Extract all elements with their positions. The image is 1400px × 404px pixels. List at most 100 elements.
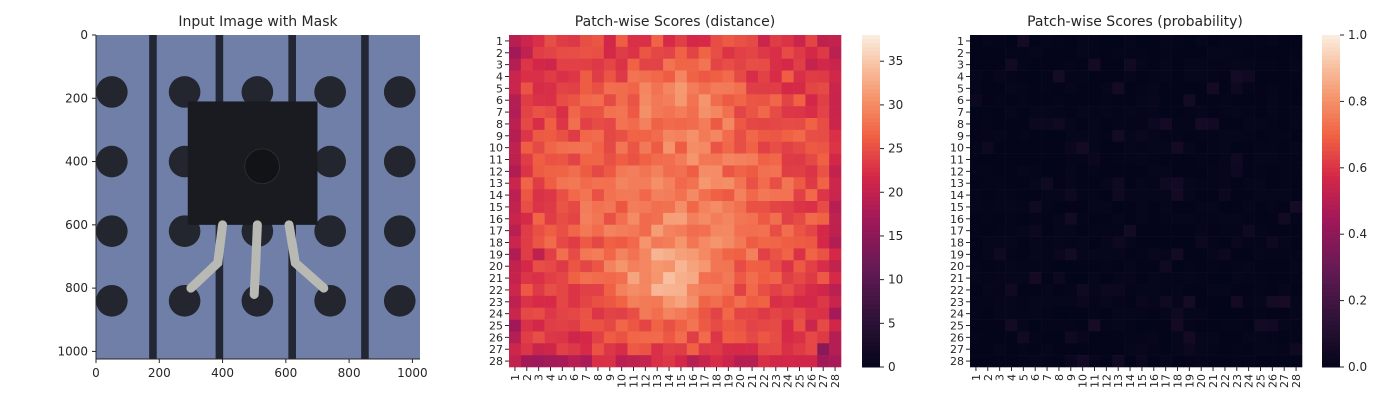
heatmap-cell xyxy=(509,260,522,273)
heatmap-cell xyxy=(509,118,522,131)
heatmap-cell xyxy=(1183,212,1196,226)
heatmap-cell xyxy=(675,355,688,368)
heatmap-cell xyxy=(1041,46,1054,60)
heatmap-cell xyxy=(1029,307,1042,320)
heatmap-row-label: 6 xyxy=(957,94,964,107)
heatmap-cell xyxy=(817,201,830,214)
heatmap-cell xyxy=(981,248,995,261)
heatmap-cell xyxy=(686,212,700,226)
heatmap-cell xyxy=(1171,106,1184,119)
heatmap-row-label: 25 xyxy=(950,320,964,333)
heatmap-cell xyxy=(1100,118,1113,131)
heatmap-cell xyxy=(993,165,1006,178)
heatmap-cell xyxy=(1290,319,1303,332)
heatmap-cell xyxy=(970,343,983,356)
heatmap-cell xyxy=(544,307,557,320)
panel1-x-tick-label: 200 xyxy=(148,366,171,380)
heatmap-cell xyxy=(1159,153,1172,166)
heatmap-cell xyxy=(1112,331,1125,344)
heatmap-cell xyxy=(532,94,545,107)
heatmap-cell xyxy=(698,201,711,214)
heatmap-cell xyxy=(1076,355,1089,368)
heatmap-cell xyxy=(817,272,830,285)
heatmap-cell xyxy=(1171,129,1184,143)
heatmap-cell xyxy=(1124,260,1137,273)
colorbar-segment xyxy=(1322,304,1340,310)
heatmap-cell xyxy=(1230,260,1244,273)
heatmap-row-label: 3 xyxy=(496,59,503,72)
heatmap-cell xyxy=(793,201,806,214)
heatmap-cell xyxy=(592,141,605,154)
heatmap-cell xyxy=(758,153,771,166)
heatmap-cell xyxy=(603,165,617,178)
heatmap-cell xyxy=(1053,177,1066,190)
heatmap-cell xyxy=(829,260,842,273)
heatmap-cell xyxy=(793,212,806,226)
heatmap-cell xyxy=(509,106,522,119)
heatmap-cell xyxy=(1242,177,1255,190)
heatmap-cell xyxy=(1230,141,1244,154)
heatmap-cell xyxy=(1159,307,1172,320)
colorbar-segment xyxy=(1322,292,1340,297)
heatmap-cell xyxy=(1088,201,1101,214)
heatmap-cell xyxy=(1112,106,1125,119)
heatmap-cell xyxy=(1005,153,1018,166)
heatmap-cell xyxy=(509,165,522,178)
heatmap-cell xyxy=(686,46,700,60)
heatmap-cell xyxy=(1041,212,1054,226)
colorbar-segment xyxy=(1322,279,1340,285)
heatmap-cell xyxy=(1159,82,1172,95)
heatmap-cell xyxy=(663,212,676,226)
heatmap-cell xyxy=(1124,141,1137,154)
heatmap-cell xyxy=(1112,46,1125,60)
heatmap-cell xyxy=(1266,189,1279,202)
heatmap-cell xyxy=(1171,284,1184,297)
heatmap-cell xyxy=(710,129,723,143)
heatmap-cell xyxy=(603,343,617,356)
heatmap-cell xyxy=(520,189,534,202)
heatmap-cell xyxy=(805,212,818,226)
heatmap-cell xyxy=(1242,82,1255,95)
heatmap-cell xyxy=(710,165,723,178)
heatmap-cell xyxy=(793,94,806,107)
colorbar-segment xyxy=(862,321,880,326)
heatmap-cell xyxy=(1029,260,1042,273)
heatmap-cell xyxy=(1124,224,1137,237)
heatmap-cell xyxy=(509,141,522,154)
heatmap-cell xyxy=(544,260,557,273)
heatmap-cell xyxy=(686,165,700,178)
heatmap-cell xyxy=(1005,355,1018,368)
heatmap-cell xyxy=(1017,177,1030,190)
heatmap-row-label: 10 xyxy=(489,142,503,155)
heatmap-cell xyxy=(615,153,628,166)
heatmap-cell xyxy=(698,331,711,344)
heatmap-cell xyxy=(1242,58,1255,71)
heatmap-cell xyxy=(970,118,983,131)
heatmap-cell xyxy=(592,189,605,202)
heatmap-cell xyxy=(1124,46,1137,60)
heatmap-cell xyxy=(793,272,806,285)
colorbar-segment xyxy=(1322,138,1340,144)
heatmap-cell xyxy=(556,248,569,261)
colorbar-segment xyxy=(862,234,880,239)
heatmap-cell xyxy=(509,35,522,48)
heatmap-cell xyxy=(769,224,783,237)
heatmap-cell xyxy=(1112,58,1125,71)
colorbar-segment xyxy=(862,246,880,252)
heatmap-cell xyxy=(1159,165,1172,178)
heatmap-cell xyxy=(1064,331,1078,344)
colorbar-segment xyxy=(862,313,880,318)
heatmap-cell xyxy=(627,177,640,190)
heatmap-cell xyxy=(675,260,688,273)
heatmap-cell xyxy=(627,248,640,261)
heatmap-cell xyxy=(663,177,676,190)
heatmap-cell xyxy=(746,165,759,178)
heatmap-cell xyxy=(639,70,652,83)
heatmap-cell xyxy=(1064,201,1078,214)
heatmap-cell xyxy=(520,319,534,332)
heatmap-cell xyxy=(1242,307,1255,320)
heatmap-cell xyxy=(627,118,640,131)
heatmap-cell xyxy=(758,331,771,344)
heatmap-cell xyxy=(1076,295,1089,309)
heatmap-cell xyxy=(1124,319,1137,332)
